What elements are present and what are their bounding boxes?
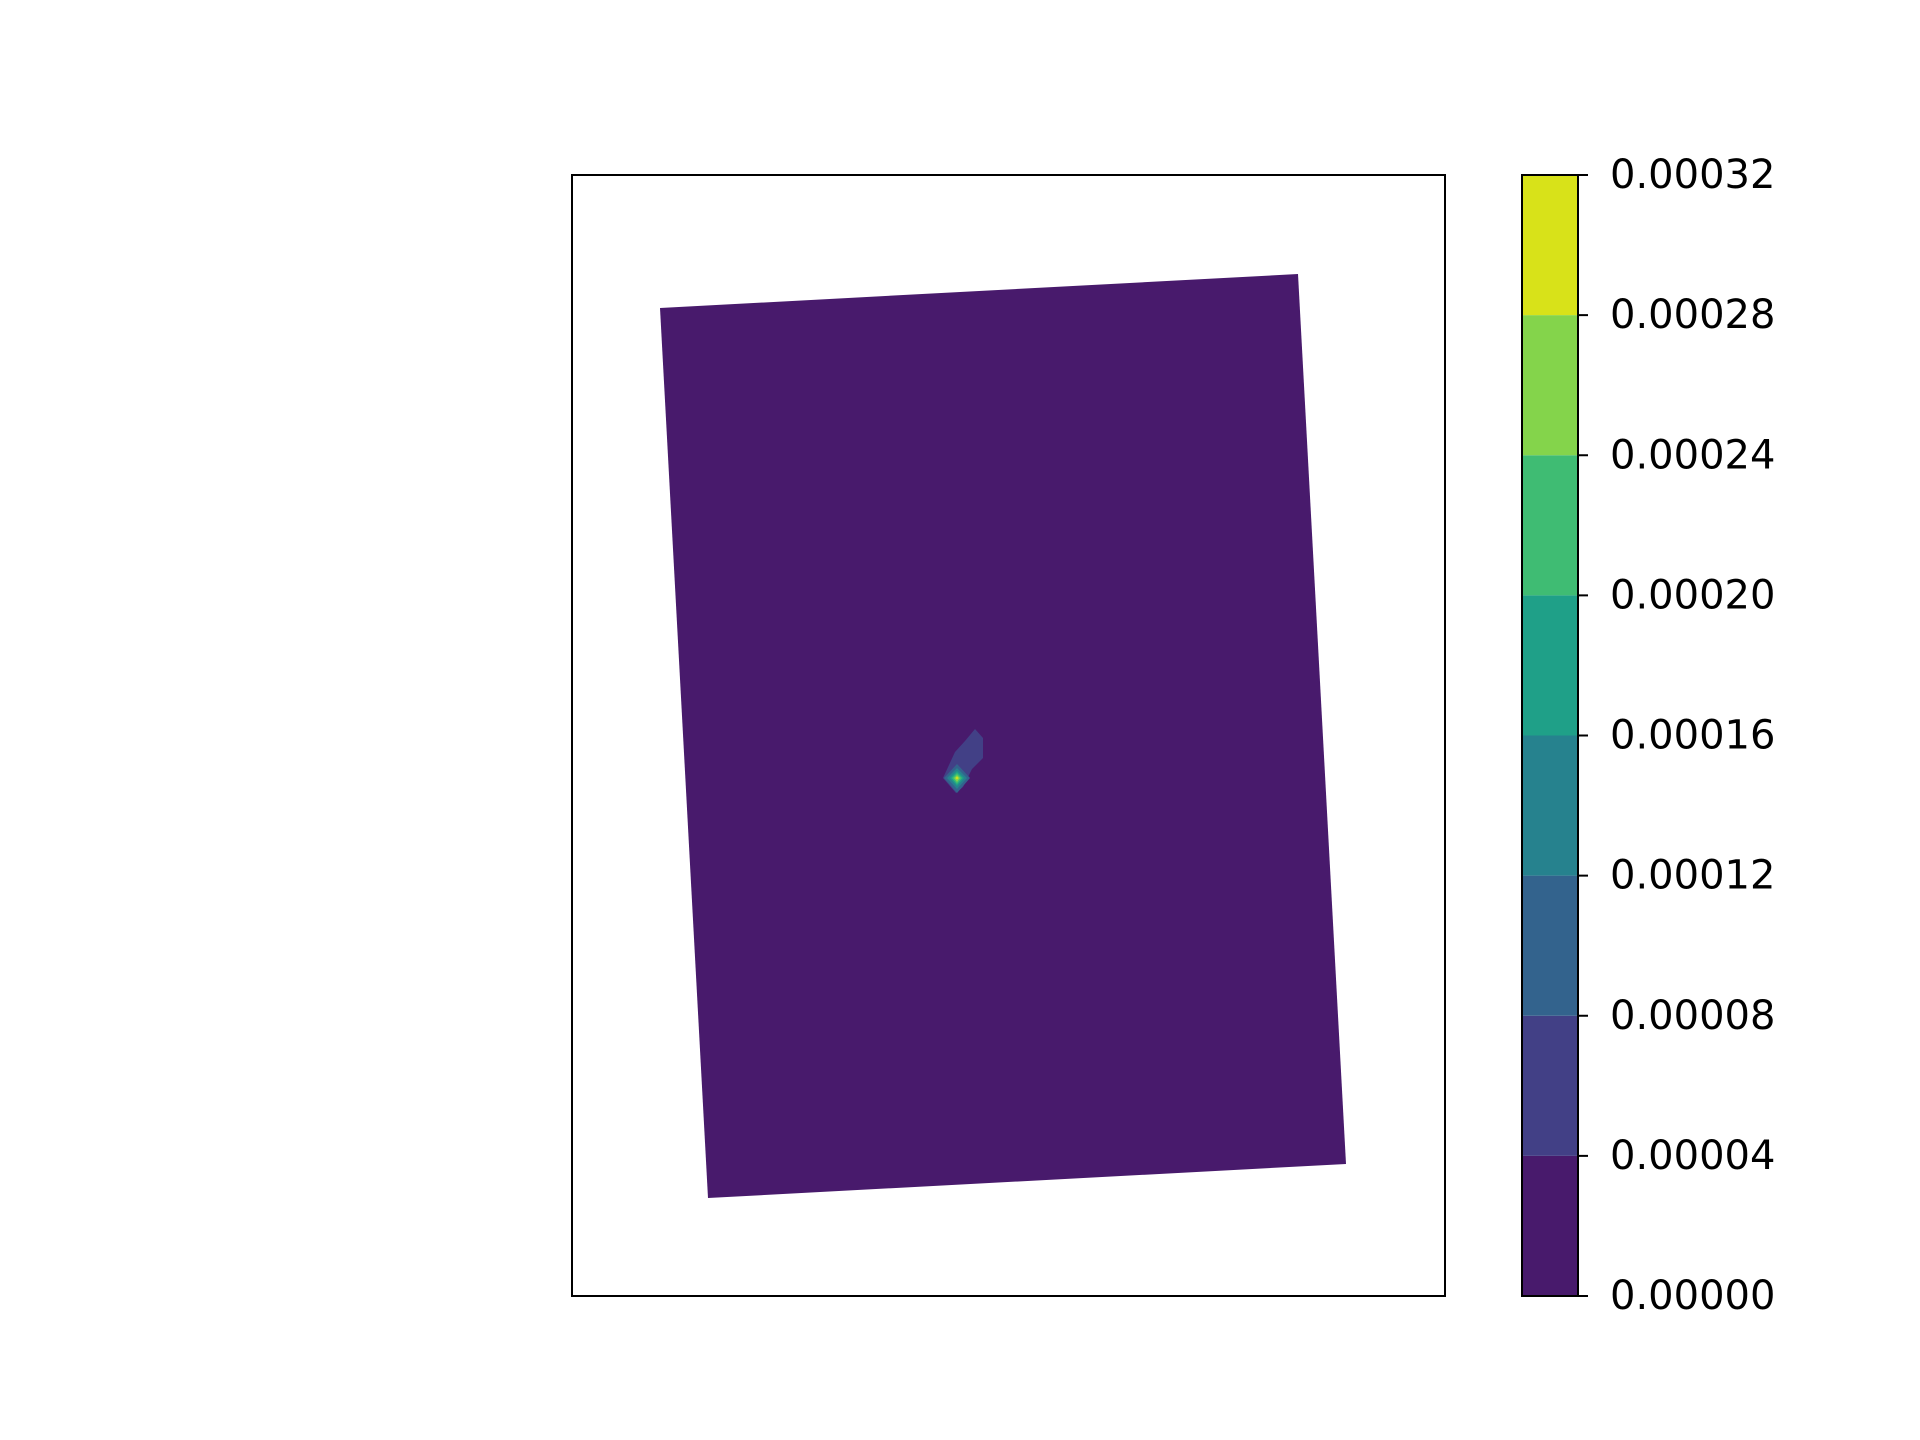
colorbar-band [1522,315,1578,456]
colorbar-tick-label: 0.00012 [1610,853,1775,899]
colorbar: 0.00000 0.00004 0.00008 0.00012 0.00016 0.000… [1521,152,1775,1319]
colorbar-band [1522,1015,1578,1156]
contour-hotspot [943,729,983,793]
colorbar-tick-label: 0.00016 [1610,713,1775,759]
colorbar-band [1522,875,1578,1016]
colorbar-ticks: 0.00000 0.00004 0.00008 0.00012 0.00016 0.000… [1578,152,1775,1319]
colorbar-tick-label: 0.00000 [1610,1273,1775,1319]
colorbar-tick-label: 0.00008 [1610,993,1775,1039]
colorbar-tick-label: 0.00028 [1610,292,1775,338]
colorbar-tick-label: 0.00020 [1610,572,1775,618]
colorbar-band [1522,175,1578,316]
colorbar-tick-label: 0.00024 [1610,432,1775,478]
contour-level-7 [955,776,959,780]
colorbar-band [1522,595,1578,736]
contour-domain-background [660,274,1346,1198]
colorbar-tick-label: 0.00004 [1610,1133,1775,1179]
colorbar-band [1522,735,1578,876]
colorbar-bands [1522,175,1578,1296]
plot-axes-frame [571,174,1446,1297]
plot-area [571,174,1446,1297]
colorbar-tick-label: 0.00032 [1610,152,1775,198]
colorbar-band [1522,1155,1578,1296]
colorbar-band [1522,455,1578,596]
colorbar-frame [1521,174,1579,1297]
